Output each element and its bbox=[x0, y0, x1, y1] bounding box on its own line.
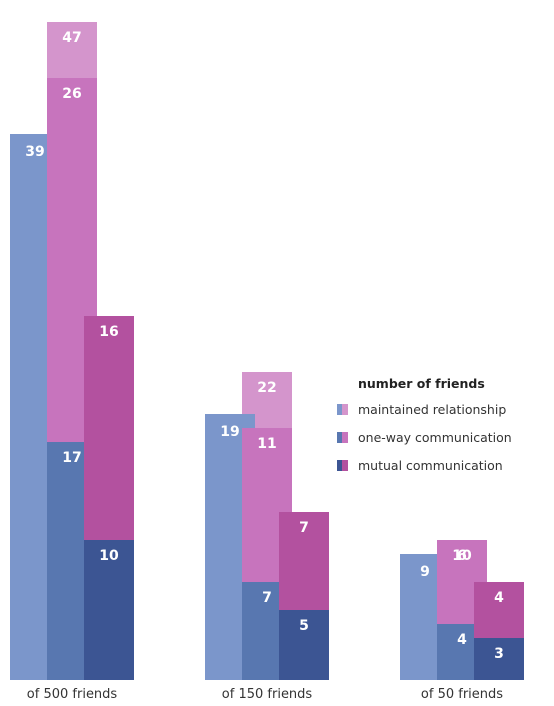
category-label-of-150-friends: of 150 friends bbox=[222, 687, 313, 702]
bar-label-of-500-friends-main: 39 bbox=[25, 144, 44, 160]
legend-swatch-mutual-left bbox=[337, 460, 342, 471]
bar-label-of-50-friends-stack-1-seg-1: 6 bbox=[457, 548, 467, 564]
category-label-of-50-friends: of 50 friends bbox=[421, 687, 503, 702]
bar-label-of-500-friends-stack-0-seg-0: 47 bbox=[62, 30, 81, 46]
bar-label-of-50-friends-main: 9 bbox=[420, 564, 430, 580]
bar-of-500-friends-stack-2-seg-1 bbox=[84, 316, 134, 540]
legend-item-mutual: mutual communication bbox=[337, 458, 503, 473]
legend-swatch-maintained-left bbox=[337, 404, 342, 415]
bar-label-of-50-friends-stack-1-seg-0: 4 bbox=[457, 632, 467, 648]
bar-of-150-friends-stack-2-seg-1 bbox=[279, 512, 329, 610]
bars-layer bbox=[10, 22, 524, 680]
bar-label-of-50-friends-stack-0-seg-0: 10 bbox=[452, 548, 472, 564]
bar-label-of-150-friends-stack-2-seg-1: 7 bbox=[299, 520, 309, 536]
bar-of-500-friends-stack-2-seg-0 bbox=[84, 540, 134, 680]
bar-label-of-150-friends-stack-1-seg-0: 7 bbox=[262, 590, 272, 606]
legend-swatch-maintained bbox=[337, 404, 348, 415]
bar-label-of-150-friends-stack-1-seg-1: 11 bbox=[257, 436, 276, 452]
bar-label-of-150-friends-stack-2-seg-0: 5 bbox=[299, 618, 309, 634]
bar-of-50-friends-stack-2-seg-1 bbox=[474, 582, 524, 638]
legend-swatch-mutual bbox=[337, 460, 348, 471]
legend-swatch-one-way-left bbox=[337, 432, 342, 443]
legend-label-maintained: maintained relationship bbox=[358, 402, 506, 417]
legend: number of friends maintained relationshi… bbox=[337, 376, 512, 473]
bar-label-of-150-friends-main: 19 bbox=[220, 424, 239, 440]
legend-label-one-way: one-way communication bbox=[358, 430, 512, 445]
labels-layer: 47 39 17 26 10 16 22 19 7 11 5 7 10 9 4 6 3 4 bbox=[25, 30, 504, 662]
legend-item-maintained: maintained relationship bbox=[337, 402, 506, 417]
bar-of-150-friends-stack-2-seg-0 bbox=[279, 610, 329, 680]
bar-label-of-50-friends-stack-2-seg-1: 4 bbox=[494, 590, 504, 606]
legend-label-mutual: mutual communication bbox=[358, 458, 503, 473]
category-labels: of 500 friends of 150 friends of 50 friend… bbox=[27, 687, 503, 702]
bar-label-of-500-friends-stack-1-seg-0: 17 bbox=[62, 450, 81, 466]
legend-item-one-way: one-way communication bbox=[337, 430, 512, 445]
bar-label-of-500-friends-stack-2-seg-0: 10 bbox=[99, 548, 119, 564]
bar-label-of-500-friends-stack-2-seg-1: 16 bbox=[99, 324, 118, 340]
bar-label-of-50-friends-stack-2-seg-0: 3 bbox=[494, 646, 504, 662]
bar-of-50-friends-stack-2-seg-0 bbox=[474, 638, 524, 680]
legend-title: number of friends bbox=[358, 376, 485, 391]
bar-label-of-500-friends-stack-1-seg-1: 26 bbox=[62, 86, 81, 102]
bar-label-of-150-friends-stack-0-seg-0: 22 bbox=[257, 380, 276, 396]
category-label-of-500-friends: of 500 friends bbox=[27, 687, 118, 702]
legend-swatch-one-way bbox=[337, 432, 348, 443]
